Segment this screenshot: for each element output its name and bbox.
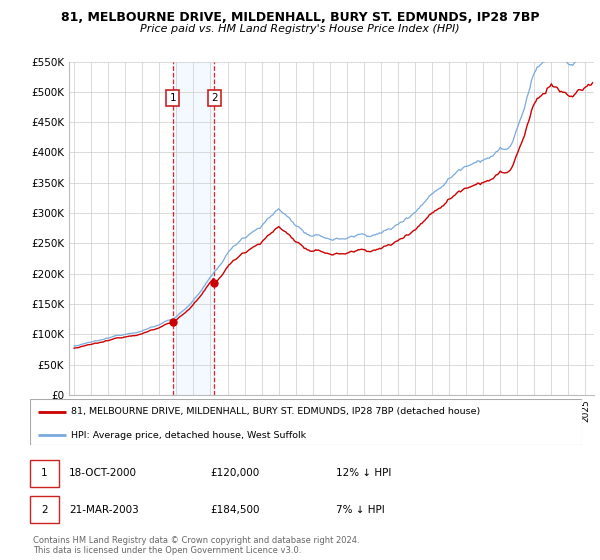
Bar: [173, 62, 214, 395]
Text: 18-OCT-2000: 18-OCT-2000: [69, 468, 137, 478]
Text: Price paid vs. HM Land Registry's House Price Index (HPI): Price paid vs. HM Land Registry's House …: [140, 24, 460, 34]
Text: 1: 1: [41, 468, 48, 478]
Text: 7% ↓ HPI: 7% ↓ HPI: [336, 505, 385, 515]
Text: 2: 2: [41, 505, 48, 515]
Text: This data is licensed under the Open Government Licence v3.0.: This data is licensed under the Open Gov…: [33, 546, 301, 555]
Text: 81, MELBOURNE DRIVE, MILDENHALL, BURY ST. EDMUNDS, IP28 7BP: 81, MELBOURNE DRIVE, MILDENHALL, BURY ST…: [61, 11, 539, 24]
Text: 1: 1: [169, 93, 176, 103]
Text: £184,500: £184,500: [210, 505, 260, 515]
Text: HPI: Average price, detached house, West Suffolk: HPI: Average price, detached house, West…: [71, 431, 307, 440]
Text: 12% ↓ HPI: 12% ↓ HPI: [336, 468, 391, 478]
Text: 2: 2: [211, 93, 218, 103]
Text: £120,000: £120,000: [210, 468, 259, 478]
Text: 21-MAR-2003: 21-MAR-2003: [69, 505, 139, 515]
Text: 81, MELBOURNE DRIVE, MILDENHALL, BURY ST. EDMUNDS, IP28 7BP (detached house): 81, MELBOURNE DRIVE, MILDENHALL, BURY ST…: [71, 407, 481, 416]
Text: Contains HM Land Registry data © Crown copyright and database right 2024.: Contains HM Land Registry data © Crown c…: [33, 536, 359, 545]
